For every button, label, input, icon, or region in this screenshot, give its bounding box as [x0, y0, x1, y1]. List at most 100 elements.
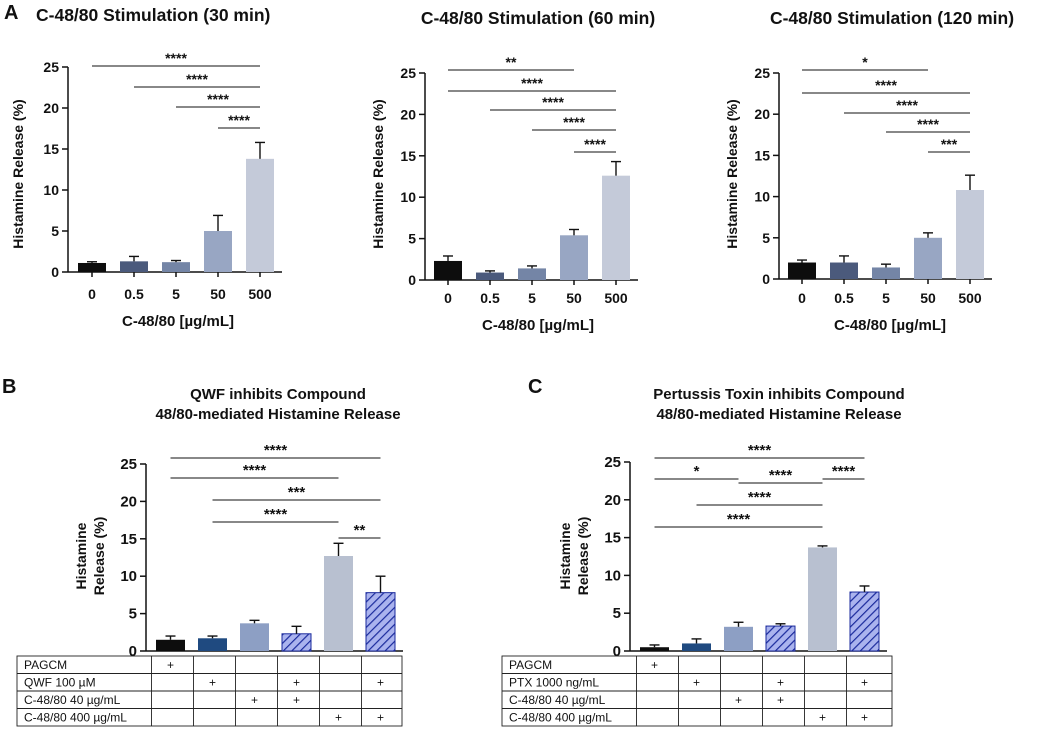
table-mark: + — [735, 693, 742, 707]
chart-b-subtitle: 48/80-mediated Histamine Release — [155, 406, 400, 423]
bar — [518, 268, 546, 280]
chart-a120-title: C-48/80 Stimulation (120 min) — [770, 8, 1014, 28]
x-tick-label: 5 — [172, 286, 180, 302]
chart-c-subtitle: 48/80-mediated Histamine Release — [656, 406, 901, 423]
y-tick-label: 15 — [400, 148, 416, 164]
bar — [602, 175, 630, 280]
y-tick-label: 5 — [408, 231, 416, 247]
y-tick-label: 20 — [604, 492, 621, 509]
y-tick-label: 5 — [762, 230, 770, 246]
table-mark: + — [377, 711, 384, 725]
panel-label-a: A — [4, 2, 18, 24]
bar — [434, 260, 462, 280]
bar — [560, 235, 588, 280]
bar — [162, 262, 190, 272]
table-row-label: PAGCM — [509, 658, 552, 672]
table-mark: + — [693, 676, 700, 690]
x-tick-label: 0 — [88, 286, 96, 302]
x-tick-label: 5 — [882, 290, 890, 306]
table-mark: + — [335, 711, 342, 725]
panel-label-c: C — [528, 376, 542, 398]
y-tick-label: 15 — [604, 530, 621, 547]
chart-a30-title: C-48/80 Stimulation (30 min) — [36, 5, 270, 25]
y-tick-label: 10 — [754, 189, 770, 205]
significance-label: **** — [563, 114, 585, 130]
significance-label: **** — [748, 442, 772, 459]
bar — [872, 267, 900, 279]
table-mark: + — [861, 676, 868, 690]
x-tick-label: 0 — [444, 290, 452, 306]
y-tick-label: 25 — [120, 456, 137, 473]
table-row-label: C-48/80 40 µg/mL — [509, 693, 606, 707]
chart-b: QWF inhibits Compound 48/80-mediated His… — [16, 386, 403, 727]
significance-label: ** — [354, 522, 366, 539]
table-mark: + — [293, 676, 300, 690]
chart-c: Pertussis Toxin inhibits Compound 48/80-… — [501, 386, 905, 727]
chart-a120: C-48/80 Stimulation (120 min) Histamine … — [724, 8, 1014, 334]
chart-c-title: Pertussis Toxin inhibits Compound — [653, 386, 904, 403]
bar — [765, 625, 796, 652]
significance-label: * — [862, 54, 868, 70]
x-tick-label: 0 — [798, 290, 806, 306]
y-tick-label: 15 — [754, 147, 770, 163]
bar — [849, 591, 880, 652]
y-tick-label: 0 — [408, 272, 416, 288]
bar — [788, 262, 816, 279]
y-tick-label: 25 — [754, 65, 770, 81]
significance-label: **** — [769, 467, 793, 484]
x-tick-label: 0.5 — [834, 290, 854, 306]
x-tick-label: 500 — [248, 286, 272, 302]
significance-label: **** — [264, 506, 288, 523]
chart-c-table: PAGCM + PTX 1000 ng/mL + + + C-48/80 40 µg/mL +… — [501, 655, 893, 727]
bar — [246, 158, 274, 272]
bar — [956, 190, 984, 279]
bar — [120, 261, 148, 272]
y-tick-label: 25 — [43, 59, 59, 75]
significance-label: **** — [165, 50, 187, 66]
x-tick-label: 50 — [920, 290, 936, 306]
table-row-label: QWF 100 µM — [24, 676, 96, 690]
significance-label: **** — [584, 136, 606, 152]
table-row-label: C-48/80 40 µg/mL — [24, 693, 121, 707]
significance-label: **** — [832, 463, 856, 480]
significance-label: **** — [896, 97, 918, 113]
bar — [830, 262, 858, 279]
y-tick-label: 10 — [43, 182, 59, 198]
significance-label: **** — [521, 75, 543, 91]
table-row-label: C-48/80 400 µg/mL — [24, 711, 127, 725]
significance-label: **** — [917, 116, 939, 132]
bar — [281, 633, 312, 652]
y-tick-label: 0 — [51, 264, 59, 280]
significance-label: *** — [941, 136, 958, 152]
chart-c-ylabel-line1: Histamine — [557, 522, 573, 589]
x-tick-label: 0.5 — [480, 290, 500, 306]
x-tick-label: 50 — [210, 286, 226, 302]
table-mark: + — [167, 658, 174, 672]
chart-a120-ylabel: Histamine Release (%) — [724, 99, 740, 248]
bar — [324, 556, 353, 651]
chart-a30-ylabel: Histamine Release (%) — [10, 99, 26, 248]
bar — [914, 237, 942, 279]
table-mark: + — [861, 711, 868, 725]
y-tick-label: 10 — [604, 567, 621, 584]
table-mark: + — [819, 711, 826, 725]
table-mark: + — [209, 676, 216, 690]
chart-a60-ylabel: Histamine Release (%) — [370, 99, 386, 248]
y-tick-label: 20 — [120, 493, 137, 510]
y-tick-label: 0 — [613, 643, 621, 660]
table-row-label: C-48/80 400 µg/mL — [509, 711, 612, 725]
table-row-label: PAGCM — [24, 658, 67, 672]
x-tick-label: 0.5 — [124, 286, 144, 302]
bar — [240, 623, 269, 651]
chart-b-title: QWF inhibits Compound — [190, 386, 366, 403]
chart-a30-xlabel: C-48/80 [µg/mL] — [122, 313, 234, 330]
significance-label: *** — [288, 484, 306, 501]
chart-a60-title: C-48/80 Stimulation (60 min) — [421, 8, 655, 28]
y-tick-label: 5 — [613, 605, 621, 622]
y-tick-label: 5 — [51, 223, 59, 239]
significance-label: **** — [228, 112, 250, 128]
